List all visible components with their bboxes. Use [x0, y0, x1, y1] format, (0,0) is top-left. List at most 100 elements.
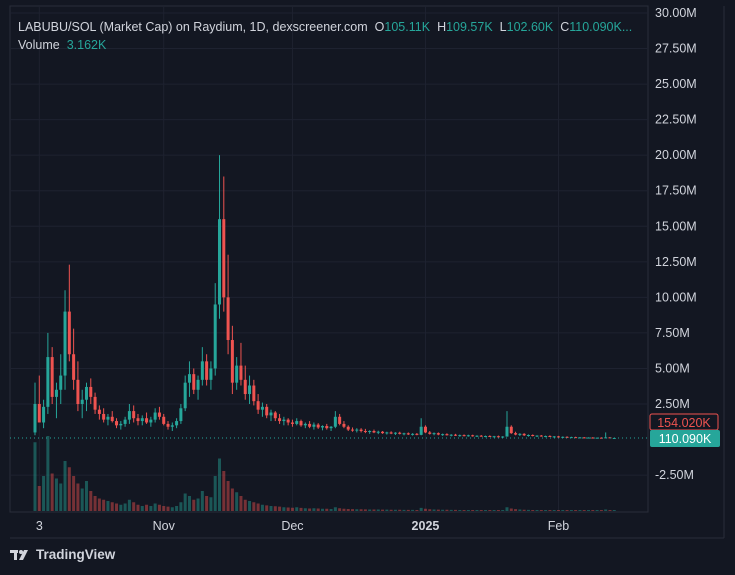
volume-bar	[329, 509, 333, 511]
volume-bar	[501, 510, 505, 511]
candle-body	[230, 340, 234, 383]
volume-bar	[256, 503, 260, 511]
volume-bar	[518, 509, 522, 511]
volume-bar	[419, 507, 423, 511]
symbol-title[interactable]: LABUBU/SOL (Market Cap) on Raydium, 1D, …	[18, 20, 368, 34]
time-axis[interactable]: 3 Nov Dec 2025 Feb	[36, 519, 569, 533]
candle-body	[462, 435, 466, 437]
volume-bar	[526, 509, 530, 511]
candle-body	[187, 374, 191, 383]
volume-bar	[411, 509, 415, 511]
candle-body	[42, 406, 46, 423]
volume-label: Volume	[18, 38, 60, 52]
candle-layer	[33, 155, 616, 439]
volume-bar	[531, 510, 535, 511]
candle-body	[415, 433, 419, 435]
candle-body	[166, 423, 170, 427]
volume-bar	[548, 510, 552, 511]
candle-body	[569, 437, 573, 439]
candle-body	[93, 396, 97, 410]
volume-bar	[84, 481, 88, 511]
volume-bar	[162, 506, 166, 511]
y-tick-label: 7.50M	[655, 326, 690, 340]
candle-body	[157, 412, 161, 417]
volume-bar	[205, 496, 209, 511]
candle-body	[479, 435, 483, 437]
candle-body	[303, 423, 307, 426]
candle-body	[574, 437, 578, 439]
volume-bar	[333, 507, 337, 511]
candle-body	[565, 436, 569, 438]
candle-body	[278, 418, 282, 422]
candle-body	[286, 419, 290, 423]
candle-body	[368, 431, 372, 433]
close-label: C	[560, 20, 570, 34]
candle-body	[179, 408, 183, 422]
candle-body	[419, 426, 423, 435]
volume-bar	[200, 491, 204, 511]
volume-bar	[102, 499, 106, 511]
candle-body	[363, 431, 367, 433]
candle-body	[89, 386, 93, 397]
last-price-tag-label: 110.090K	[659, 432, 712, 446]
candle-body	[67, 311, 71, 355]
y-tick-label: 5.00M	[655, 361, 690, 375]
candle-body	[475, 435, 479, 437]
volume-bar	[72, 476, 76, 511]
candle-body	[535, 435, 539, 437]
candle-body	[282, 419, 286, 422]
volume-bar	[123, 503, 127, 511]
candle-body	[591, 437, 595, 439]
y-tick-label: 17.50M	[655, 184, 697, 198]
candle-body	[192, 374, 196, 390]
volume-bar	[115, 503, 119, 511]
volume-bar	[222, 471, 226, 511]
candle-body	[428, 432, 432, 434]
y-tick-label: 30.00M	[655, 6, 697, 20]
candle-body	[290, 422, 294, 424]
candle-body	[256, 401, 260, 410]
candle-body	[453, 434, 457, 436]
volume-bar	[316, 508, 320, 511]
candle-body	[544, 435, 548, 437]
volume-bar	[389, 509, 393, 511]
ohlc-row: LABUBU/SOL (Market Cap) on Raydium, 1D, …	[18, 18, 632, 36]
price-axis[interactable]: 30.00M 27.50M 25.00M 22.50M 20.00M 17.50M 15.0…	[655, 6, 697, 482]
volume-bar	[561, 510, 565, 511]
volume-bar	[295, 507, 299, 511]
volume-bar	[89, 491, 93, 511]
volume-bar	[230, 488, 234, 511]
volume-bar	[351, 509, 355, 511]
tradingview-branding[interactable]: TradingView	[10, 547, 115, 562]
volume-bar	[402, 509, 406, 511]
volume-bar	[278, 506, 282, 511]
volume-bar	[393, 509, 397, 511]
candle-body	[441, 434, 445, 436]
volume-bar	[514, 509, 518, 511]
volume-bar	[252, 502, 256, 511]
candle-body	[522, 433, 526, 436]
volume-bar	[552, 510, 556, 511]
volume-bar	[398, 509, 402, 511]
volume-bar	[587, 510, 591, 511]
candle-body	[389, 432, 393, 434]
candle-body	[84, 386, 88, 400]
low-value: 102.60K	[506, 20, 554, 34]
x-tick-label: 2025	[412, 519, 440, 533]
candle-body	[496, 436, 500, 438]
price-tags: 154.020K 110.090K	[649, 413, 720, 447]
candle-body	[320, 426, 324, 428]
volume-bar	[565, 510, 569, 511]
candle-body	[33, 404, 37, 433]
candle-body	[63, 311, 67, 376]
volume-bar	[149, 506, 153, 511]
candle-body	[308, 423, 312, 427]
volume-bar	[556, 510, 560, 511]
volume-bar	[286, 507, 290, 511]
candle-body	[76, 379, 80, 404]
volume-bar	[453, 509, 457, 511]
volume-bar	[132, 502, 136, 511]
candle-body	[213, 304, 217, 369]
